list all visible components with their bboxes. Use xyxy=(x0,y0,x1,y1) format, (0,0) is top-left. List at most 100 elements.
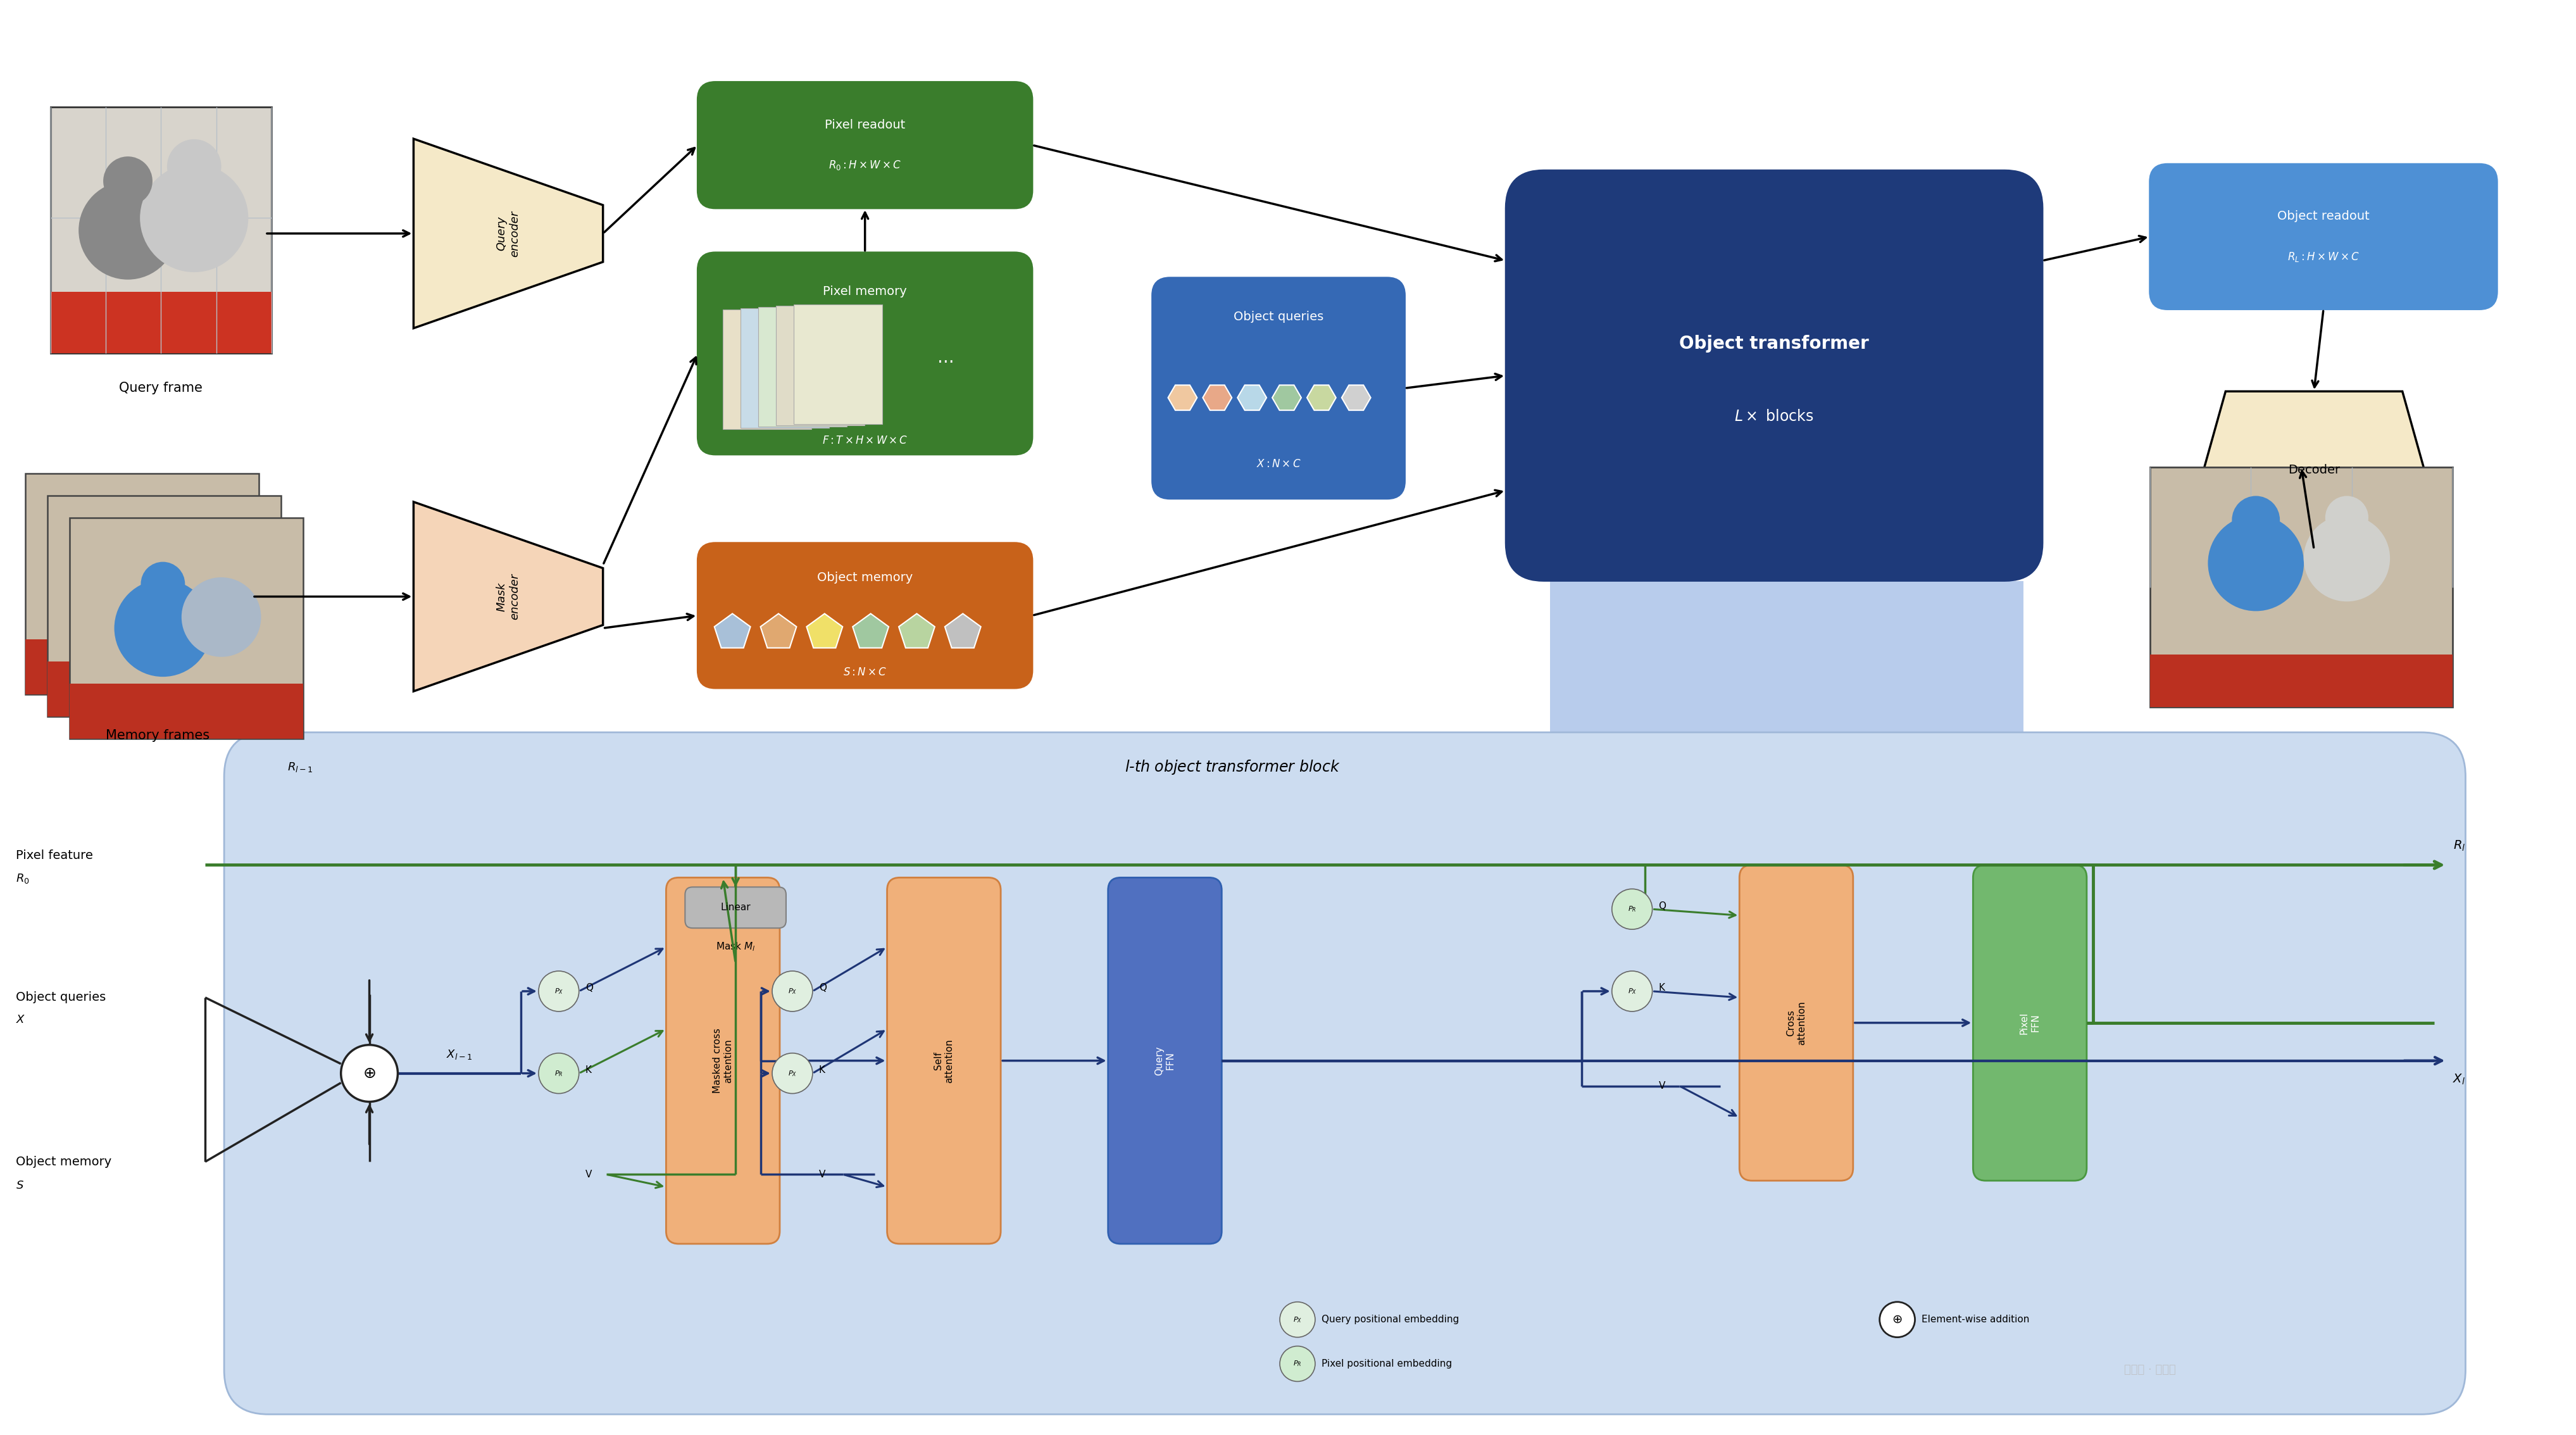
FancyBboxPatch shape xyxy=(1151,278,1404,499)
Bar xyxy=(2151,468,2452,707)
Text: $P_R$: $P_R$ xyxy=(1628,905,1636,914)
FancyBboxPatch shape xyxy=(886,878,999,1244)
Bar xyxy=(52,291,270,353)
Text: Object memory: Object memory xyxy=(15,1155,111,1168)
Text: $R_L: H \times W \times C$: $R_L: H \times W \times C$ xyxy=(2287,251,2360,263)
Text: $F: T \times H \times W \times C$: $F: T \times H \times W \times C$ xyxy=(822,435,907,446)
Text: V: V xyxy=(819,1170,824,1180)
FancyBboxPatch shape xyxy=(1507,171,2043,581)
Bar xyxy=(793,304,881,425)
Text: Mask
encoder: Mask encoder xyxy=(497,574,520,620)
Text: $X_l$: $X_l$ xyxy=(2452,1073,2465,1086)
Circle shape xyxy=(137,534,216,613)
Text: $R_l$: $R_l$ xyxy=(2452,839,2465,852)
Text: ...: ... xyxy=(938,349,956,367)
FancyBboxPatch shape xyxy=(1108,878,1221,1244)
Text: $P_X$: $P_X$ xyxy=(1628,987,1636,996)
Polygon shape xyxy=(1306,385,1337,410)
Polygon shape xyxy=(1236,385,1267,410)
Text: K: K xyxy=(819,1065,824,1075)
Text: $\oplus$: $\oplus$ xyxy=(363,1066,376,1081)
Polygon shape xyxy=(1167,385,1198,410)
Polygon shape xyxy=(806,614,842,647)
Circle shape xyxy=(538,1053,580,1093)
Circle shape xyxy=(93,557,191,654)
Bar xyxy=(757,307,848,426)
Circle shape xyxy=(2208,515,2303,611)
Circle shape xyxy=(113,580,211,677)
Text: Memory frames: Memory frames xyxy=(106,729,209,742)
Bar xyxy=(52,108,270,353)
Text: Object readout: Object readout xyxy=(2277,211,2370,222)
Circle shape xyxy=(773,1053,811,1093)
Text: $S: N \times C$: $S: N \times C$ xyxy=(842,667,886,679)
Bar xyxy=(1551,581,2025,732)
Circle shape xyxy=(180,577,260,657)
Text: V: V xyxy=(585,1170,592,1180)
Text: Linear: Linear xyxy=(721,903,750,913)
Text: Query
encoder: Query encoder xyxy=(497,211,520,257)
Circle shape xyxy=(1280,1346,1316,1382)
Polygon shape xyxy=(415,139,603,329)
Text: Query frame: Query frame xyxy=(118,382,204,395)
Polygon shape xyxy=(1273,385,1301,410)
Text: Decoder: Decoder xyxy=(2287,465,2339,476)
FancyBboxPatch shape xyxy=(2151,164,2496,310)
Text: Object queries: Object queries xyxy=(1234,311,1324,323)
Bar xyxy=(70,683,304,739)
FancyBboxPatch shape xyxy=(1739,865,1852,1181)
Text: Pixel
FFN: Pixel FFN xyxy=(2020,1012,2040,1035)
Bar xyxy=(26,474,258,695)
Text: Pixel memory: Pixel memory xyxy=(822,286,907,297)
Circle shape xyxy=(1280,1302,1316,1337)
Polygon shape xyxy=(853,614,889,647)
Text: Self
attention: Self attention xyxy=(933,1039,953,1083)
Text: Object memory: Object memory xyxy=(817,571,912,584)
Circle shape xyxy=(95,518,142,563)
Text: Masked cross
attention: Masked cross attention xyxy=(714,1027,734,1093)
FancyBboxPatch shape xyxy=(224,732,2465,1415)
Polygon shape xyxy=(1203,385,1231,410)
Circle shape xyxy=(538,971,580,1012)
Text: Query
FFN: Query FFN xyxy=(1154,1046,1175,1075)
Bar xyxy=(2151,654,2452,707)
Polygon shape xyxy=(945,614,981,647)
Text: $P_X$: $P_X$ xyxy=(788,987,796,996)
Bar xyxy=(46,662,281,716)
Text: $P_X$: $P_X$ xyxy=(788,1069,796,1078)
Text: K: K xyxy=(1659,983,1664,993)
Circle shape xyxy=(2303,515,2391,601)
Circle shape xyxy=(139,164,247,273)
Text: Pixel positional embedding: Pixel positional embedding xyxy=(1321,1359,1453,1369)
Text: Object queries: Object queries xyxy=(15,992,106,1003)
Polygon shape xyxy=(714,614,750,647)
Bar xyxy=(26,639,258,695)
Text: $R_{l-1}$: $R_{l-1}$ xyxy=(289,761,312,773)
Text: $L \times$ blocks: $L \times$ blocks xyxy=(1734,409,1814,425)
Polygon shape xyxy=(415,502,603,692)
Text: Q: Q xyxy=(819,983,827,993)
Text: $R_0$: $R_0$ xyxy=(15,872,28,885)
Text: $R_0: H \times W \times C$: $R_0: H \times W \times C$ xyxy=(829,159,902,172)
Text: Object transformer: Object transformer xyxy=(1680,336,1870,353)
Circle shape xyxy=(773,971,811,1012)
Circle shape xyxy=(142,563,185,606)
Text: $P_R$: $P_R$ xyxy=(1293,1359,1301,1368)
Bar xyxy=(70,518,304,739)
Text: Query positional embedding: Query positional embedding xyxy=(1321,1314,1458,1325)
Text: $X_{l-1}$: $X_{l-1}$ xyxy=(446,1048,471,1060)
Circle shape xyxy=(2231,497,2280,544)
FancyBboxPatch shape xyxy=(685,887,786,928)
Circle shape xyxy=(2326,497,2367,540)
Bar xyxy=(739,309,829,428)
Circle shape xyxy=(80,181,178,280)
Polygon shape xyxy=(760,614,796,647)
Text: $\oplus$: $\oplus$ xyxy=(1891,1313,1904,1326)
Circle shape xyxy=(167,139,222,194)
FancyBboxPatch shape xyxy=(667,878,781,1244)
Circle shape xyxy=(160,555,240,634)
Circle shape xyxy=(340,1045,397,1102)
Text: Cross
attention: Cross attention xyxy=(1785,1000,1806,1045)
Bar xyxy=(46,495,281,716)
Circle shape xyxy=(1880,1302,1914,1337)
